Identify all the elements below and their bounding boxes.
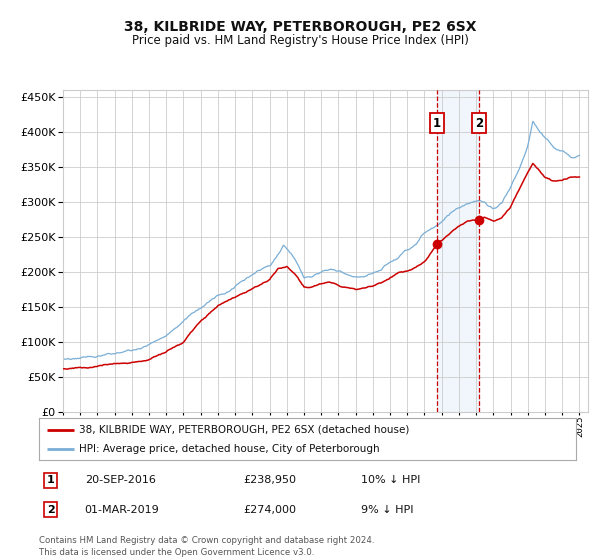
- Text: 1: 1: [433, 116, 441, 130]
- Text: Price paid vs. HM Land Registry's House Price Index (HPI): Price paid vs. HM Land Registry's House …: [131, 34, 469, 46]
- Text: 01-MAR-2019: 01-MAR-2019: [85, 505, 160, 515]
- Text: 10% ↓ HPI: 10% ↓ HPI: [361, 475, 421, 486]
- Text: £274,000: £274,000: [243, 505, 296, 515]
- Text: 1: 1: [47, 475, 55, 486]
- Text: 38, KILBRIDE WAY, PETERBOROUGH, PE2 6SX: 38, KILBRIDE WAY, PETERBOROUGH, PE2 6SX: [124, 20, 476, 34]
- Text: 38, KILBRIDE WAY, PETERBOROUGH, PE2 6SX (detached house): 38, KILBRIDE WAY, PETERBOROUGH, PE2 6SX …: [79, 424, 410, 435]
- Text: £238,950: £238,950: [243, 475, 296, 486]
- Text: Contains HM Land Registry data © Crown copyright and database right 2024.: Contains HM Land Registry data © Crown c…: [39, 536, 374, 545]
- Text: HPI: Average price, detached house, City of Peterborough: HPI: Average price, detached house, City…: [79, 444, 380, 454]
- Text: 9% ↓ HPI: 9% ↓ HPI: [361, 505, 414, 515]
- Text: 2: 2: [47, 505, 55, 515]
- Text: This data is licensed under the Open Government Licence v3.0.: This data is licensed under the Open Gov…: [39, 548, 314, 557]
- Text: 2: 2: [475, 116, 483, 130]
- Bar: [437, 90, 479, 412]
- Text: 20-SEP-2016: 20-SEP-2016: [85, 475, 155, 486]
